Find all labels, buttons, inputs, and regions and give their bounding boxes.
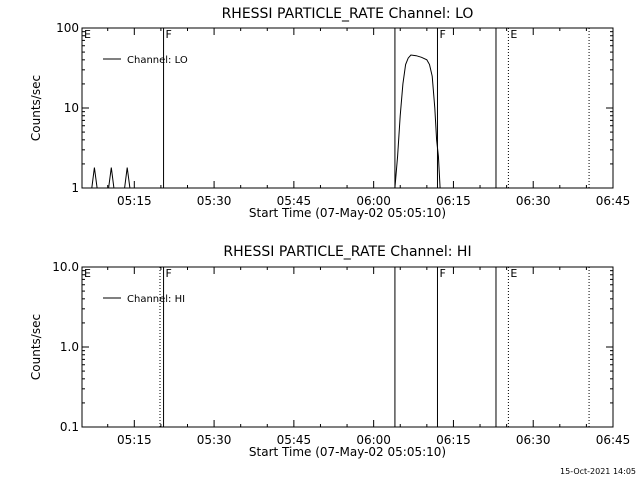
chart-1-marker-label: E (84, 28, 91, 41)
chart-1-x-tick-label: 06:15 (436, 194, 471, 208)
chart-1-x-tick-label: 05:30 (197, 194, 232, 208)
chart-1-y-tick-label: 1 (71, 181, 79, 195)
chart-2-x-axis-label: Start Time (07-May-02 05:05:10) (249, 445, 446, 459)
chart-2-legend-label: Channel: HI (127, 294, 185, 305)
chart-1-x-tick-label: 06:45 (596, 194, 631, 208)
chart-2-title: RHESSI PARTICLE_RATE Channel: HI (223, 244, 471, 260)
chart-2-x-tick-label: 06:45 (596, 433, 631, 447)
chart-1-y-tick-label: 10 (64, 101, 79, 115)
chart-2-plot-frame (81, 266, 614, 428)
chart-1-series-line (91, 54, 441, 189)
chart-2-x-tick-label: 06:15 (436, 433, 471, 447)
chart-2-panel: RHESSI PARTICLE_RATE Channel: HI 0.1 1.0 10… (29, 244, 630, 459)
chart-1-legend-label: Channel: LO (127, 55, 188, 66)
chart-2-y-tick-label: 10.0 (52, 260, 79, 274)
chart-1-y-tick-label: 100 (56, 21, 79, 35)
chart-1-marker-label: F (166, 28, 172, 41)
chart-1-panel: RHESSI PARTICLE_RATE Channel: LO 1 10 100 05… (29, 6, 630, 220)
chart-2-marker-label: E (84, 267, 91, 280)
chart-2-marker-label: F (166, 267, 172, 280)
chart-2-y-tick-label: 1.0 (60, 340, 79, 354)
chart-1-x-tick-label: 05:15 (117, 194, 152, 208)
chart-2-x-tick-label: 06:30 (516, 433, 551, 447)
chart-1-x-tick-label: 06:30 (516, 194, 551, 208)
chart-2-marker-label: E (510, 267, 517, 280)
chart-1-marker-label: F (439, 28, 445, 41)
chart-2-y-tick-label: 0.1 (60, 420, 79, 434)
chart-2-x-tick-label: 05:45 (277, 433, 312, 447)
chart-1-y-axis-label: Counts/sec (29, 75, 43, 141)
timestamp: 15-Oct-2021 14:05 (560, 467, 636, 476)
chart-1-plot-frame (81, 27, 614, 189)
chart-1-x-axis-label: Start Time (07-May-02 05:05:10) (249, 206, 446, 220)
chart-2-x-tick-label: 05:30 (197, 433, 232, 447)
chart-1-marker-label: E (510, 28, 517, 41)
chart-2-marker-label: F (439, 267, 445, 280)
chart-1-x-tick-label: 05:45 (277, 194, 312, 208)
chart-1-x-tick-label: 06:00 (356, 194, 391, 208)
chart-2-x-tick-label: 05:15 (117, 433, 152, 447)
chart-2-y-axis-label: Counts/sec (29, 314, 43, 380)
chart-1-title: RHESSI PARTICLE_RATE Channel: LO (222, 6, 474, 22)
chart-2-x-tick-label: 06:00 (356, 433, 391, 447)
